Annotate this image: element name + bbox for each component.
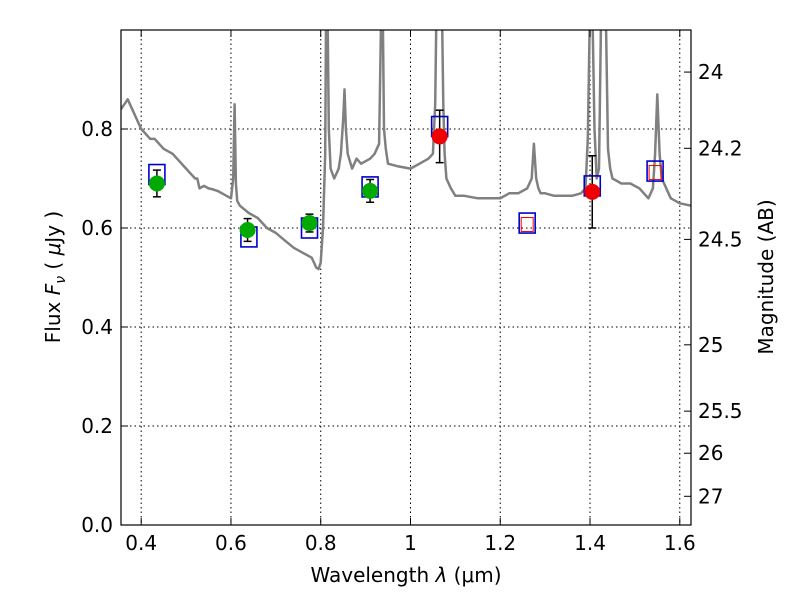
y2-tick-label: 24.2 bbox=[698, 136, 743, 160]
x-tick-label: 1.4 bbox=[574, 531, 606, 555]
observed-red-point bbox=[431, 128, 448, 145]
y-tick-label: 0.8 bbox=[81, 117, 113, 141]
x-axis-title: Wavelength λ (μm) bbox=[310, 563, 501, 587]
y2-axis-title: Magnitude (AB) bbox=[754, 199, 778, 354]
grid-lines bbox=[121, 30, 691, 525]
y-axis-title-prefix: Flux bbox=[41, 295, 65, 343]
model-spectrum-line bbox=[121, 30, 691, 271]
x-axis-title-units: (μm) bbox=[447, 563, 501, 587]
y-axis-title: Flux Fν ( μJy ) bbox=[41, 211, 69, 343]
markers-layer bbox=[148, 109, 664, 248]
y2-tick-label: 25 bbox=[698, 333, 723, 357]
x-axis-ticks: 0.4 0.6 0.8 1 1.2 1.4 1.6 bbox=[125, 30, 696, 555]
y2-tick-label: 24.5 bbox=[698, 227, 743, 251]
y-tick-label: 0.6 bbox=[81, 216, 113, 240]
x-axis-title-symbol: λ bbox=[434, 563, 447, 587]
x-tick-label: 1 bbox=[404, 531, 417, 555]
observed-green-point bbox=[362, 182, 379, 199]
observed-green-point bbox=[148, 175, 165, 192]
model-spectrum-layer bbox=[121, 30, 691, 271]
model-box-marker bbox=[646, 160, 664, 182]
x-tick-label: 1.6 bbox=[664, 531, 696, 555]
y2-tick-label: 27 bbox=[698, 484, 723, 508]
y2-tick-label: 26 bbox=[698, 441, 723, 465]
y-axis-ticks: 0.0 0.2 0.4 0.6 0.8 bbox=[81, 117, 128, 537]
y-axis-title-unit: Jy ) bbox=[41, 211, 65, 245]
x-tick-label: 0.4 bbox=[125, 531, 157, 555]
y-axis-title-open: ( bbox=[41, 255, 65, 276]
y2-tick-label: 24 bbox=[698, 60, 723, 84]
x-axis-title-prefix: Wavelength bbox=[310, 563, 435, 587]
model-box-small-marker bbox=[520, 217, 534, 233]
y-axis-title-mu: μ bbox=[41, 243, 65, 257]
observed-green-point bbox=[301, 215, 318, 232]
y-tick-label: 0.2 bbox=[81, 414, 113, 438]
y2-tick-label: 25.5 bbox=[698, 399, 743, 423]
model-box-marker bbox=[518, 212, 536, 234]
y-axis-title-symbol: F bbox=[41, 283, 65, 295]
observed-red-point bbox=[584, 183, 601, 200]
model-box-small-marker bbox=[648, 165, 662, 181]
observed-green-point bbox=[239, 221, 256, 238]
x-tick-label: 0.6 bbox=[215, 531, 247, 555]
y-axis-title-sub: ν bbox=[53, 276, 69, 284]
plot-frame bbox=[120, 29, 692, 526]
y-tick-label: 0.0 bbox=[81, 513, 113, 537]
x-tick-label: 0.8 bbox=[305, 531, 337, 555]
y2-axis-ticks: 24 24.2 24.5 25 25.5 26 27 bbox=[684, 60, 743, 508]
x-tick-label: 1.2 bbox=[484, 531, 516, 555]
y-tick-label: 0.4 bbox=[81, 315, 113, 339]
